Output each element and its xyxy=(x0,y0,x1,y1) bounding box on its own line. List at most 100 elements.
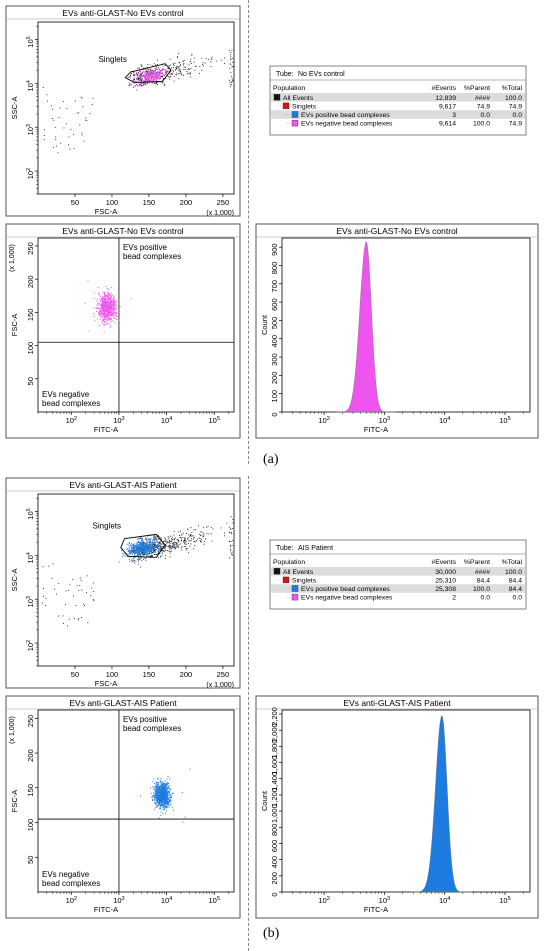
gated-events xyxy=(118,534,172,563)
event-dot xyxy=(110,305,112,307)
event-dot xyxy=(143,77,145,79)
event-dot xyxy=(198,537,200,539)
event-dot xyxy=(230,56,232,58)
event-dot xyxy=(180,71,181,73)
event-dot xyxy=(231,81,233,83)
event-dot xyxy=(202,535,204,537)
events-value: 9,617 xyxy=(439,103,456,110)
population-name: EVs negative bead complexes xyxy=(301,595,393,602)
event-dot xyxy=(169,778,171,780)
event-dot xyxy=(188,552,190,554)
event-dot xyxy=(166,793,168,795)
event-dot xyxy=(150,541,152,543)
event-dot xyxy=(158,73,160,75)
quadrant-label-negative-2: bead complexes xyxy=(42,399,100,408)
event-dot xyxy=(105,300,107,302)
event-dot xyxy=(165,793,167,795)
event-dot xyxy=(129,545,131,547)
x-tick-label: 102 xyxy=(66,416,77,425)
row-background xyxy=(271,567,525,576)
event-dot xyxy=(155,549,157,551)
event-dot xyxy=(162,800,164,802)
event-dot xyxy=(78,589,80,591)
event-dot xyxy=(103,313,105,315)
event-dot xyxy=(52,563,54,565)
event-dot xyxy=(43,139,45,141)
event-dot xyxy=(146,78,148,80)
y-tick-label: 103 xyxy=(26,124,35,135)
event-dot xyxy=(105,315,107,317)
event-dot xyxy=(149,63,151,65)
event-dot xyxy=(133,547,135,549)
event-dot xyxy=(157,74,159,76)
event-dot xyxy=(135,550,137,552)
event-dot xyxy=(232,522,234,524)
event-dot xyxy=(147,77,149,79)
event-dot xyxy=(160,781,162,783)
event-dot xyxy=(138,77,140,79)
event-dot xyxy=(170,800,172,802)
event-dot xyxy=(180,70,181,72)
event-dot xyxy=(158,787,160,789)
event-dot xyxy=(176,72,178,74)
svg-text:50: 50 xyxy=(26,377,35,385)
event-dot xyxy=(148,551,150,553)
event-dot xyxy=(142,546,144,548)
event-dot xyxy=(169,552,171,554)
event-dot xyxy=(73,618,75,620)
event-dot xyxy=(144,75,146,77)
event-dot xyxy=(102,307,104,309)
event-dot xyxy=(139,550,141,552)
event-dot xyxy=(169,547,171,549)
event-dot xyxy=(112,303,114,305)
event-dot xyxy=(165,542,167,544)
event-dot xyxy=(109,310,111,312)
event-dot xyxy=(137,555,139,557)
event-dot xyxy=(73,595,74,597)
event-dot xyxy=(131,549,133,551)
event-dot xyxy=(166,802,168,804)
event-dot xyxy=(144,82,146,84)
event-dot xyxy=(156,798,158,800)
event-dot xyxy=(139,555,141,557)
event-dot xyxy=(141,550,143,552)
col-header-total: %Total xyxy=(502,559,523,566)
event-dot xyxy=(105,304,107,306)
event-dot xyxy=(231,554,233,556)
event-dot xyxy=(167,538,169,540)
event-dot xyxy=(156,71,158,73)
event-dot xyxy=(140,558,142,559)
event-dot xyxy=(152,538,154,540)
y-tick-label: 102 xyxy=(26,168,35,179)
event-dot xyxy=(157,76,159,78)
event-dot xyxy=(134,74,136,76)
event-dot xyxy=(188,68,190,70)
event-dot xyxy=(111,307,113,309)
event-dot xyxy=(158,544,160,546)
event-dot xyxy=(158,535,159,537)
event-dot xyxy=(162,791,164,793)
event-dot xyxy=(140,73,142,75)
event-dot xyxy=(107,306,109,308)
event-dot xyxy=(191,53,193,55)
event-dot xyxy=(160,555,162,557)
event-dot xyxy=(137,74,139,76)
event-dot xyxy=(156,792,158,794)
event-dot xyxy=(166,781,168,783)
event-dot xyxy=(139,69,141,71)
event-dot xyxy=(144,550,146,552)
event-dot xyxy=(148,542,150,544)
event-dot xyxy=(141,548,143,550)
event-dot xyxy=(164,546,166,548)
event-dot xyxy=(161,783,163,785)
event-dot xyxy=(164,795,166,797)
event-dot xyxy=(143,553,145,555)
svg-text:105: 105 xyxy=(208,416,219,425)
event-dot xyxy=(229,79,231,81)
event-dot xyxy=(104,301,106,303)
event-dot xyxy=(94,319,96,321)
event-dot xyxy=(143,82,145,84)
event-dot xyxy=(150,70,152,72)
event-dot xyxy=(229,82,231,84)
